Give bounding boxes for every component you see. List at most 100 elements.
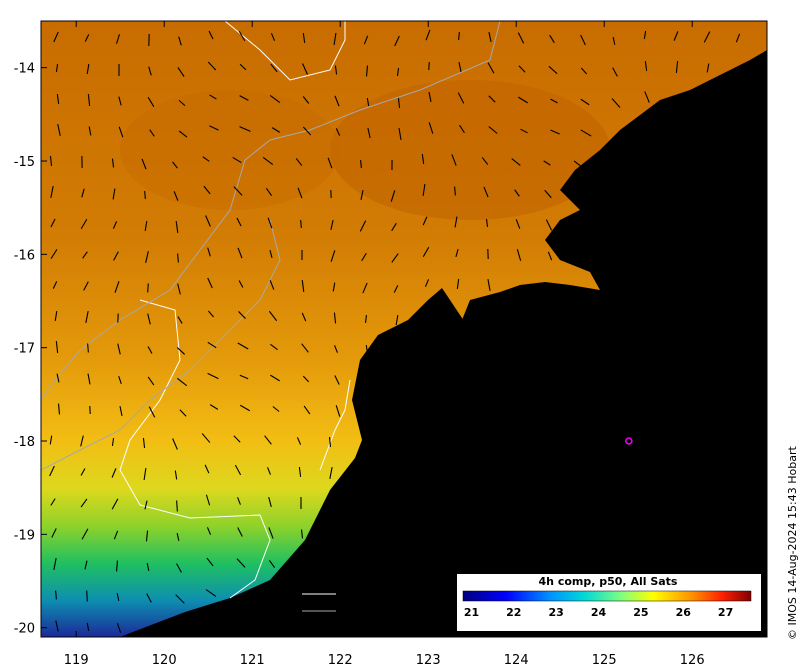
current-vector bbox=[549, 34, 555, 44]
y-tick-label: -20 bbox=[14, 622, 35, 637]
current-vector bbox=[367, 128, 371, 138]
current-vector bbox=[454, 186, 456, 196]
current-vector bbox=[207, 247, 211, 257]
current-vector bbox=[300, 529, 304, 539]
current-vector bbox=[51, 528, 57, 538]
current-vector bbox=[239, 404, 251, 412]
current-vector bbox=[178, 130, 188, 138]
current-vector bbox=[334, 95, 340, 107]
argo-label: Argo bbox=[647, 435, 682, 450]
current-vector bbox=[80, 468, 86, 476]
current-vector bbox=[302, 96, 310, 104]
current-vector bbox=[111, 468, 117, 478]
current-vector bbox=[238, 311, 246, 319]
current-vector bbox=[269, 249, 273, 259]
current-vector bbox=[57, 124, 61, 136]
current-vector bbox=[176, 532, 180, 542]
current-vector bbox=[363, 35, 369, 45]
current-vector bbox=[335, 405, 341, 417]
current-vector bbox=[300, 219, 302, 229]
current-vector bbox=[146, 593, 152, 603]
colorbar-tick-label: 25 bbox=[633, 606, 648, 619]
current-vector bbox=[83, 281, 89, 291]
current-vector bbox=[366, 97, 370, 107]
current-vector bbox=[147, 313, 151, 325]
current-vector bbox=[141, 158, 147, 170]
current-vector bbox=[204, 464, 210, 474]
y-tick-label: -18 bbox=[14, 435, 35, 450]
y-tick-label: -19 bbox=[14, 528, 35, 543]
current-vector bbox=[208, 30, 214, 40]
current-vector bbox=[56, 93, 60, 105]
current-vector bbox=[207, 277, 213, 289]
y-tick-label: -16 bbox=[14, 248, 35, 263]
current-vector bbox=[328, 436, 332, 448]
x-tick-label: 125 bbox=[592, 653, 617, 668]
current-vector bbox=[270, 33, 276, 41]
current-vector bbox=[207, 341, 217, 349]
current-vector bbox=[706, 63, 710, 73]
current-vector bbox=[178, 36, 182, 46]
current-vector bbox=[612, 36, 616, 46]
current-vector bbox=[177, 67, 185, 77]
current-vector bbox=[455, 248, 459, 258]
current-vector bbox=[50, 186, 54, 198]
current-vector bbox=[236, 558, 246, 568]
current-vector bbox=[172, 438, 178, 450]
current-vector bbox=[422, 183, 426, 197]
current-vector bbox=[177, 283, 181, 295]
current-vector bbox=[580, 98, 590, 106]
current-vector bbox=[87, 93, 91, 107]
current-vector bbox=[580, 67, 588, 75]
isobath-1000-label: 1000m bbox=[302, 595, 348, 610]
current-vector bbox=[238, 30, 246, 42]
current-vector bbox=[149, 129, 155, 137]
current-vector bbox=[113, 530, 119, 540]
current-vector bbox=[177, 253, 179, 263]
current-vector bbox=[206, 527, 212, 535]
x-tick-label: 120 bbox=[152, 653, 177, 668]
current-vector bbox=[237, 342, 249, 350]
current-vector bbox=[238, 280, 244, 288]
current-vector bbox=[178, 99, 186, 107]
current-vector bbox=[81, 528, 89, 540]
current-vector bbox=[481, 157, 489, 165]
y-tick-label: -15 bbox=[14, 155, 35, 170]
current-vector bbox=[550, 129, 560, 135]
current-vector bbox=[84, 34, 90, 42]
current-vector bbox=[176, 500, 178, 512]
current-vector bbox=[82, 251, 88, 259]
current-vector bbox=[424, 279, 430, 287]
current-vector bbox=[330, 250, 336, 262]
current-vector bbox=[302, 63, 308, 75]
current-vector bbox=[511, 158, 521, 166]
current-vector bbox=[111, 437, 115, 447]
argo-float-marker[interactable] bbox=[625, 437, 633, 445]
current-vector bbox=[118, 126, 124, 138]
colorbar-tick-label: 26 bbox=[676, 606, 692, 619]
current-vector bbox=[147, 97, 155, 107]
current-vector bbox=[334, 65, 338, 75]
current-vector bbox=[87, 343, 89, 353]
current-vector bbox=[333, 312, 337, 324]
current-vector bbox=[266, 467, 272, 475]
current-vector bbox=[333, 32, 337, 46]
current-vector bbox=[115, 560, 119, 572]
current-vector bbox=[675, 60, 679, 74]
current-vector bbox=[580, 34, 586, 46]
current-vector bbox=[144, 500, 148, 510]
current-vector bbox=[205, 215, 211, 227]
current-vector bbox=[391, 222, 397, 232]
current-vector bbox=[148, 406, 156, 418]
colorbar-tick-label: 22 bbox=[506, 606, 521, 619]
y-axis: -14 -15 -16 -17 -18 -19 -20 bbox=[14, 62, 767, 637]
current-vector bbox=[113, 251, 119, 261]
current-vector bbox=[115, 34, 121, 44]
current-vector bbox=[202, 156, 210, 162]
current-vector bbox=[543, 160, 551, 166]
current-vector bbox=[173, 191, 179, 201]
current-vector bbox=[459, 124, 465, 134]
x-tick-label: 119 bbox=[64, 653, 89, 668]
current-vector bbox=[394, 35, 400, 47]
current-vector bbox=[55, 340, 59, 354]
